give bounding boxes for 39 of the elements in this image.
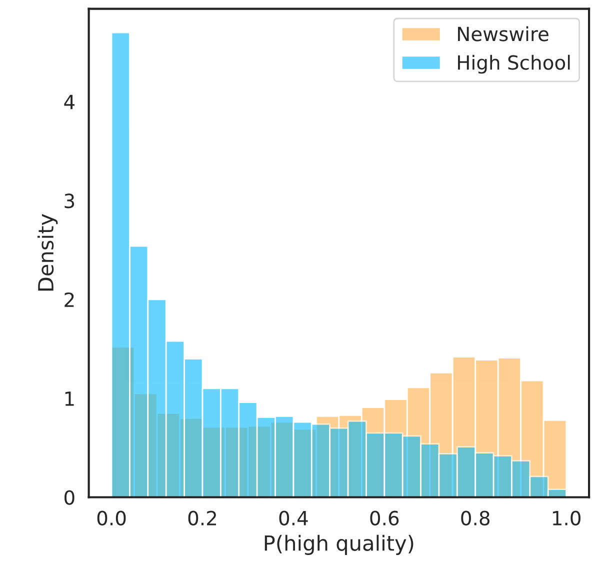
bar — [347, 420, 367, 498]
bar — [274, 415, 294, 498]
y-tick-label: 2 — [64, 292, 74, 307]
y-tick-label: 4 — [64, 94, 75, 110]
bar — [129, 245, 149, 498]
bar — [256, 416, 276, 498]
bar — [402, 435, 422, 498]
y-axis-title: Density — [38, 214, 58, 291]
y-tick-label: 1 — [65, 392, 74, 406]
y-tick-label: 0 — [64, 490, 74, 505]
bar — [110, 32, 130, 498]
bar — [420, 443, 440, 498]
y-tick-label: 3 — [64, 194, 74, 208]
bar — [492, 455, 512, 498]
x-tick-label: 0.4 — [279, 510, 308, 526]
bar — [184, 358, 204, 498]
bar — [202, 388, 222, 498]
bar — [147, 298, 167, 498]
legend-label: High School — [458, 54, 570, 74]
bar — [292, 421, 312, 498]
bar — [474, 452, 494, 498]
bar — [329, 427, 349, 498]
bar — [511, 460, 531, 498]
bar — [384, 432, 404, 498]
bar — [310, 423, 331, 498]
x-tick-label: 0.2 — [188, 510, 216, 526]
bar — [165, 340, 185, 498]
bar — [238, 402, 258, 498]
bar — [220, 388, 240, 498]
x-tick-label: 0.8 — [461, 510, 490, 526]
x-axis-title: P(high quality) — [264, 534, 414, 555]
bar — [366, 432, 386, 498]
bar — [438, 453, 458, 498]
x-tick-label: 1.0 — [552, 510, 580, 526]
bar — [529, 476, 549, 498]
legend-label: Newswire — [458, 26, 548, 42]
x-tick-label: 0.6 — [370, 510, 399, 526]
bar — [456, 446, 476, 498]
x-tick-label: 0.0 — [97, 510, 126, 526]
